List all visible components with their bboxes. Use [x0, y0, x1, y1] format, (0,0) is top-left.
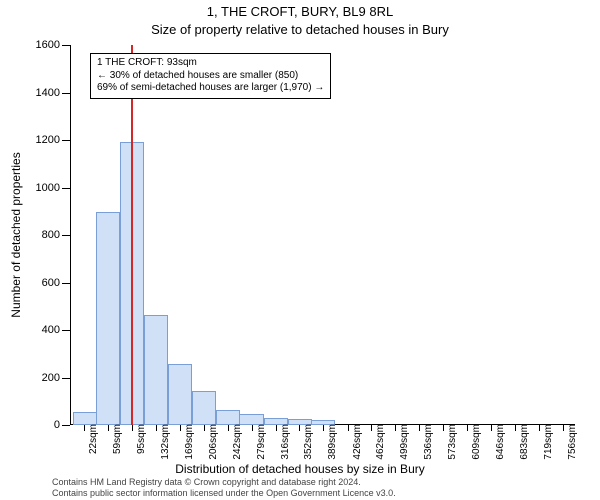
x-tick-label: 242sqm: [232, 424, 243, 460]
footer-line-2: Contains public sector information licen…: [52, 488, 396, 498]
x-tick-label: 573sqm: [447, 424, 458, 460]
x-tick-label: 646sqm: [495, 424, 506, 460]
plot-area: 0200400600800100012001400160022sqm59sqm9…: [70, 45, 575, 425]
x-tick-label: 352sqm: [303, 424, 314, 460]
y-tick-label: 400: [42, 324, 60, 336]
x-tick: [276, 425, 277, 431]
x-tick-label: 206sqm: [208, 424, 219, 460]
y-tick-label: 1200: [36, 134, 60, 146]
y-tick-label: 800: [42, 229, 60, 241]
x-tick: [371, 425, 372, 431]
x-tick-label: 499sqm: [399, 424, 410, 460]
x-tick: [180, 425, 181, 431]
y-axis-label: Number of detached properties: [9, 152, 23, 317]
y-tick: [62, 283, 70, 284]
x-tick-label: 279sqm: [256, 424, 267, 460]
histogram-bar: [216, 410, 240, 425]
x-tick-label: 536sqm: [423, 424, 434, 460]
y-tick-label: 1000: [36, 182, 60, 194]
x-tick: [132, 425, 133, 431]
chart-container: 1, THE CROFT, BURY, BL9 8RL Size of prop…: [0, 0, 600, 500]
x-tick: [563, 425, 564, 431]
x-tick-label: 609sqm: [471, 424, 482, 460]
x-tick: [348, 425, 349, 431]
chart-title-main: 1, THE CROFT, BURY, BL9 8RL: [0, 4, 600, 19]
x-tick-label: 316sqm: [280, 424, 291, 460]
y-tick: [62, 140, 70, 141]
y-tick-label: 1400: [36, 87, 60, 99]
y-tick: [62, 378, 70, 379]
y-tick-label: 200: [42, 372, 60, 384]
annotation-line-2: ← 30% of detached houses are smaller (85…: [97, 70, 324, 83]
y-axis-line: [70, 45, 71, 425]
x-tick-label: 683sqm: [519, 424, 530, 460]
x-tick: [108, 425, 109, 431]
x-axis-label: Distribution of detached houses by size …: [0, 462, 600, 476]
y-tick-label: 0: [54, 419, 60, 431]
y-tick-label: 1600: [36, 39, 60, 51]
x-tick: [491, 425, 492, 431]
x-tick: [443, 425, 444, 431]
x-tick: [395, 425, 396, 431]
x-tick-label: 22sqm: [88, 424, 99, 454]
annotation-line-1: 1 THE CROFT: 93sqm: [97, 57, 324, 70]
x-tick: [252, 425, 253, 431]
x-tick: [84, 425, 85, 431]
y-tick: [62, 425, 70, 426]
annotation-box: 1 THE CROFT: 93sqm ← 30% of detached hou…: [90, 53, 331, 99]
annotation-line-3: 69% of semi-detached houses are larger (…: [97, 82, 324, 95]
y-tick-label: 600: [42, 277, 60, 289]
footer-line-1: Contains HM Land Registry data © Crown c…: [52, 477, 396, 487]
x-tick-label: 132sqm: [160, 424, 171, 460]
y-tick: [62, 330, 70, 331]
x-tick: [204, 425, 205, 431]
y-tick: [62, 45, 70, 46]
y-tick: [62, 235, 70, 236]
chart-title-sub: Size of property relative to detached ho…: [0, 22, 600, 37]
x-tick-label: 169sqm: [184, 424, 195, 460]
histogram-bar: [144, 315, 168, 425]
x-tick: [419, 425, 420, 431]
y-tick: [62, 93, 70, 94]
x-tick: [539, 425, 540, 431]
x-tick: [467, 425, 468, 431]
x-tick-label: 462sqm: [375, 424, 386, 460]
x-tick-label: 426sqm: [352, 424, 363, 460]
property-marker-line: [131, 45, 133, 425]
x-tick-label: 719sqm: [543, 424, 554, 460]
x-tick-label: 95sqm: [136, 424, 147, 454]
histogram-bar: [168, 364, 192, 425]
x-tick-label: 59sqm: [112, 424, 123, 454]
x-tick: [228, 425, 229, 431]
x-tick: [299, 425, 300, 431]
histogram-bar: [192, 391, 216, 425]
x-tick: [156, 425, 157, 431]
y-tick: [62, 188, 70, 189]
x-tick: [323, 425, 324, 431]
x-tick-label: 756sqm: [567, 424, 578, 460]
footer: Contains HM Land Registry data © Crown c…: [52, 477, 396, 498]
histogram-bar: [96, 212, 120, 425]
x-tick-label: 389sqm: [327, 424, 338, 460]
x-tick: [515, 425, 516, 431]
